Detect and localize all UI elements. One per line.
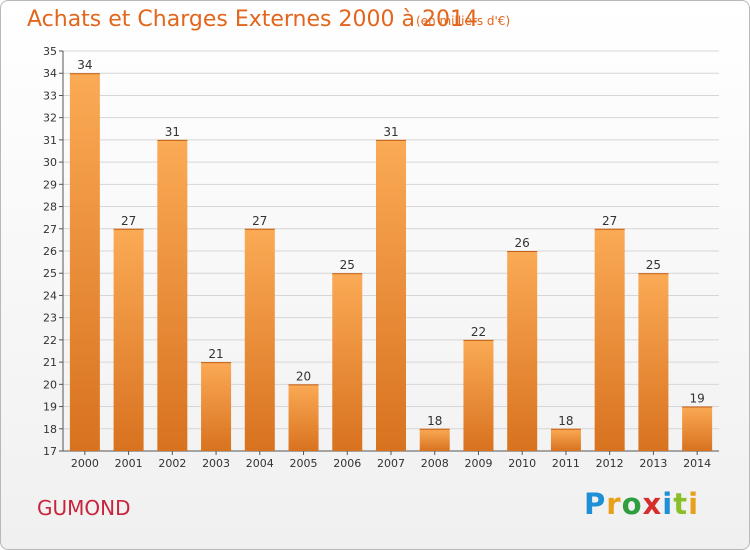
x-tick-label: 2001 xyxy=(115,457,143,470)
labels: 17 18 19 20 21 22 23 24 25 26 27 28 29 30 31 32 33 34 35 34… xyxy=(43,45,711,470)
y-tick-label: 26 xyxy=(43,245,57,258)
bar[interactable] xyxy=(244,228,275,451)
bar-value-label: 20 xyxy=(296,369,311,383)
y-tick-label: 31 xyxy=(43,134,57,147)
chart-subtitle: (en milliers d'€) xyxy=(416,14,511,28)
y-tick-label: 29 xyxy=(43,178,57,191)
chart-title: Achats et Charges Externes 2000 à 2014 xyxy=(27,7,478,32)
x-tick-label: 2004 xyxy=(246,457,274,470)
bar-value-label: 26 xyxy=(515,236,530,250)
bar-value-label: 21 xyxy=(208,347,223,361)
bar[interactable] xyxy=(113,228,144,451)
logo-letter: P xyxy=(584,487,607,521)
y-tick-label: 28 xyxy=(43,201,57,214)
logo-letter: t xyxy=(673,487,689,521)
x-tick-label: 2000 xyxy=(71,457,99,470)
bar[interactable] xyxy=(376,139,406,451)
logo-letter: i xyxy=(662,487,674,521)
bar-value-label: 27 xyxy=(602,214,617,228)
bar-value-label: 22 xyxy=(471,325,486,339)
y-tick-label: 34 xyxy=(43,67,57,80)
x-tick-label: 2006 xyxy=(333,457,361,470)
bar-value-label: 34 xyxy=(77,58,92,72)
bar-value-label: 25 xyxy=(646,258,661,272)
bar[interactable] xyxy=(638,273,669,451)
bar[interactable] xyxy=(201,362,232,451)
proxiti-logo[interactable]: Proxiti xyxy=(584,487,699,521)
x-tick-label: 2014 xyxy=(683,457,711,470)
bar[interactable] xyxy=(507,251,538,451)
y-tick-label: 19 xyxy=(43,401,57,414)
logo-letter: x xyxy=(642,487,663,521)
y-tick-label: 27 xyxy=(43,223,57,236)
x-tick-label: 2008 xyxy=(421,457,449,470)
y-tick-label: 30 xyxy=(43,156,57,169)
x-tick-label: 2010 xyxy=(508,457,536,470)
x-tick-label: 2005 xyxy=(290,457,318,470)
logo-letter: r xyxy=(606,487,622,521)
bar[interactable] xyxy=(594,228,625,451)
bar[interactable] xyxy=(288,384,319,451)
y-tick-label: 23 xyxy=(43,312,57,325)
bars xyxy=(69,73,713,451)
y-tick-label: 20 xyxy=(43,378,57,391)
bar[interactable] xyxy=(157,139,188,451)
x-tick-label: 2011 xyxy=(552,457,580,470)
x-tick-label: 2007 xyxy=(377,457,405,470)
x-tick-label: 2012 xyxy=(596,457,624,470)
bar-value-label: 27 xyxy=(121,214,136,228)
bar-value-label: 18 xyxy=(558,414,573,428)
bar[interactable] xyxy=(550,428,581,451)
x-tick-label: 2003 xyxy=(202,457,230,470)
x-tick-label: 2002 xyxy=(158,457,186,470)
commune-name: GUMOND xyxy=(37,496,131,520)
y-tick-label: 17 xyxy=(43,445,57,458)
bar-value-label: 27 xyxy=(252,214,267,228)
bar[interactable] xyxy=(419,428,450,451)
bar[interactable] xyxy=(463,339,494,451)
logo-letter: i xyxy=(688,487,700,521)
bar-value-label: 25 xyxy=(340,258,355,272)
y-tick-label: 22 xyxy=(43,334,57,347)
y-tick-label: 33 xyxy=(43,89,57,102)
bar-value-label: 31 xyxy=(165,125,180,139)
bar-value-label: 19 xyxy=(689,392,704,406)
y-tick-label: 25 xyxy=(43,267,57,280)
y-tick-label: 24 xyxy=(43,289,57,302)
x-tick-label: 2009 xyxy=(464,457,492,470)
bar[interactable] xyxy=(332,273,363,451)
bar[interactable] xyxy=(682,406,713,451)
logo-letter: o xyxy=(621,487,643,521)
bar-value-label: 31 xyxy=(383,125,398,139)
y-tick-label: 35 xyxy=(43,45,57,58)
x-tick-label: 2013 xyxy=(639,457,667,470)
bar-value-label: 18 xyxy=(427,414,442,428)
bar[interactable] xyxy=(69,73,100,451)
y-tick-label: 18 xyxy=(43,423,57,436)
y-tick-label: 21 xyxy=(43,356,57,369)
y-tick-label: 32 xyxy=(43,112,57,125)
